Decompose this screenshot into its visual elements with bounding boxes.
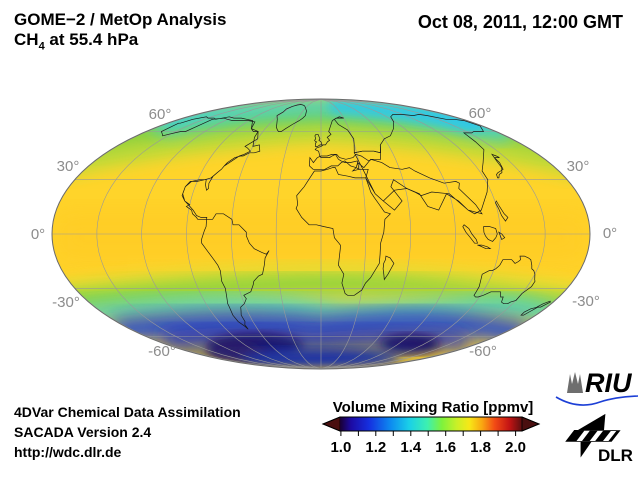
svg-text:2.0: 2.0 — [505, 439, 526, 456]
svg-text:30°: 30° — [567, 158, 590, 175]
svg-text:Volume Mixing Ratio [ppmv]: Volume Mixing Ratio [ppmv] — [333, 399, 534, 416]
svg-text:1.4: 1.4 — [400, 439, 422, 456]
svg-text:1.6: 1.6 — [435, 439, 456, 456]
svg-text:-60°: -60° — [469, 343, 497, 360]
svg-text:0°: 0° — [603, 225, 617, 242]
svg-text:-30°: -30° — [572, 293, 600, 310]
svg-text:60°: 60° — [469, 105, 492, 122]
svg-text:0°: 0° — [31, 226, 45, 243]
svg-text:1.8: 1.8 — [470, 439, 491, 456]
svg-text:30°: 30° — [57, 158, 80, 175]
svg-text:60°: 60° — [149, 106, 172, 123]
svg-text:1.0: 1.0 — [330, 439, 351, 456]
svg-text:-30°: -30° — [52, 294, 80, 311]
svg-text:DLR: DLR — [598, 446, 633, 465]
svg-text:1.2: 1.2 — [365, 439, 386, 456]
svg-text:-60°: -60° — [148, 343, 176, 360]
svg-text:RIU: RIU — [585, 368, 633, 398]
